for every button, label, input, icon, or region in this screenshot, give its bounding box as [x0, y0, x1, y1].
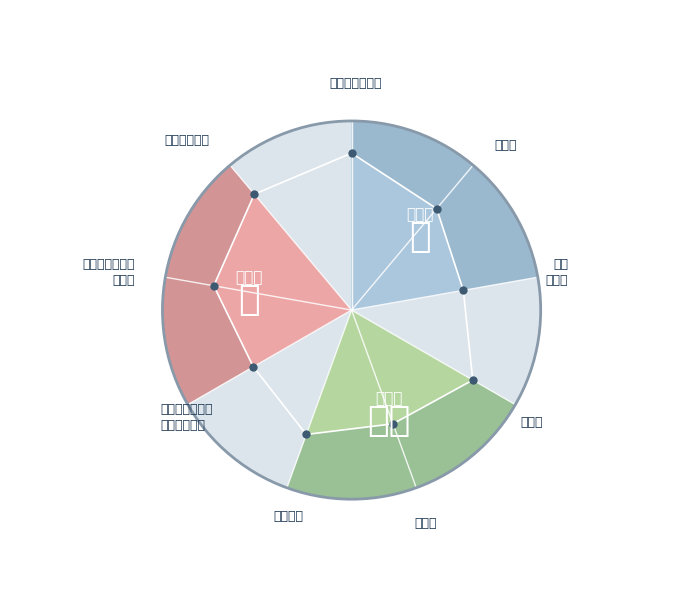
Text: 言語力の向上: 言語力の向上: [165, 134, 209, 147]
Text: 実践の: 実践の: [406, 208, 434, 222]
Text: 継続
反復量: 継続 反復量: [545, 258, 568, 287]
Text: 実践の: 実践の: [375, 392, 403, 406]
Polygon shape: [306, 310, 473, 435]
Polygon shape: [351, 153, 463, 310]
Polygon shape: [163, 165, 351, 405]
Text: 質: 質: [238, 282, 260, 317]
Text: 実践の: 実践の: [235, 270, 263, 286]
Text: 集団形式: 集団形式: [273, 510, 303, 524]
Text: 緊張感: 緊張感: [414, 517, 436, 530]
Polygon shape: [214, 194, 351, 367]
Text: ビジネススキル
の獲得: ビジネススキル の獲得: [82, 258, 135, 287]
Text: 環境: 環境: [368, 403, 411, 438]
Polygon shape: [287, 310, 515, 499]
Text: 受講回数・頻度: 受講回数・頻度: [329, 77, 381, 90]
Circle shape: [163, 121, 541, 499]
Polygon shape: [351, 121, 538, 310]
Text: 多様性: 多様性: [520, 416, 543, 429]
Text: フィードバック
評価システム: フィードバック 評価システム: [161, 403, 213, 432]
Text: 発話量: 発話量: [495, 139, 517, 152]
Text: 量: 量: [409, 220, 430, 254]
